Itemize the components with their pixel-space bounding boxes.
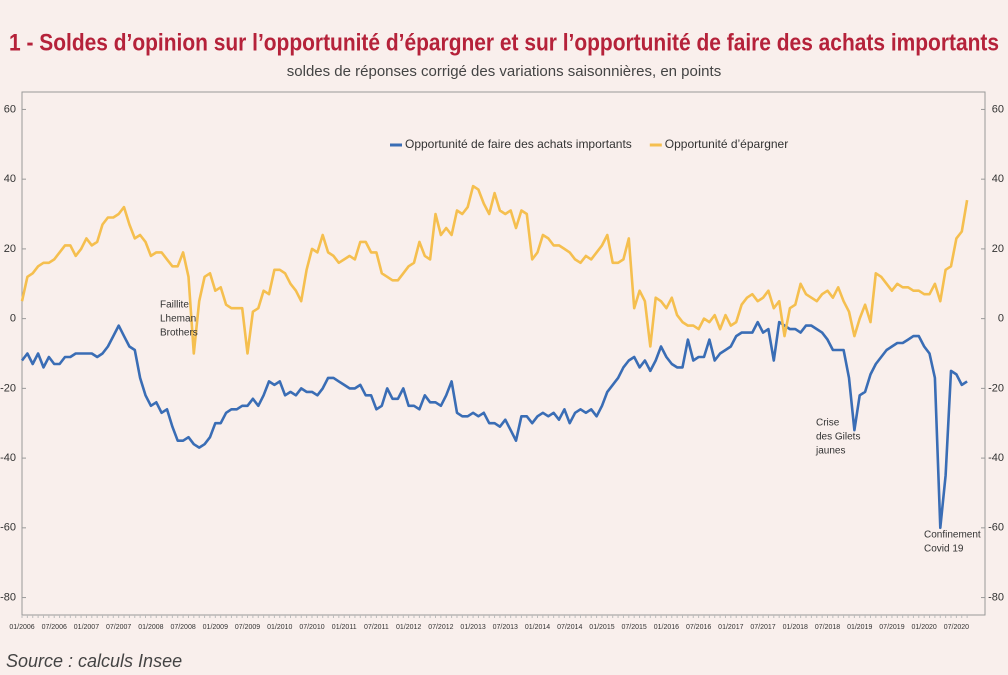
x-tick-label: 07/2009 xyxy=(235,624,260,631)
annotation: Confinement xyxy=(924,530,981,541)
x-tick-label: 01/2010 xyxy=(267,624,292,631)
annotation: jaunes xyxy=(815,446,845,457)
y2-tick-label: -60 xyxy=(988,522,1004,534)
annotation: Faillite xyxy=(160,300,189,311)
x-tick-label: 07/2017 xyxy=(750,624,775,631)
annotation: Lheman xyxy=(160,314,196,325)
annotation: Covid 19 xyxy=(924,544,964,555)
y-tick-label: 60 xyxy=(4,103,16,115)
x-tick-label: 07/2013 xyxy=(493,624,518,631)
x-tick-label: 01/2020 xyxy=(912,624,937,631)
y2-tick-label: 60 xyxy=(992,103,1004,115)
y2-tick-label: 0 xyxy=(998,313,1004,325)
series-line xyxy=(20,320,968,530)
annotation: Brothers xyxy=(160,328,198,339)
chart-subtitle: soldes de réponses corrigé des variation… xyxy=(287,63,721,80)
x-tick-label: 07/2008 xyxy=(170,624,195,631)
x-tick-label: 07/2015 xyxy=(622,624,647,631)
x-tick-label: 01/2013 xyxy=(460,624,485,631)
chart-title: 1 - Soldes d’opinion sur l’opportunité d… xyxy=(9,29,999,56)
annotation: des Gilets xyxy=(816,432,860,443)
x-tick-label: 01/2017 xyxy=(718,624,743,631)
x-tick-label: 07/2012 xyxy=(428,624,453,631)
x-tick-label: 07/2010 xyxy=(299,624,324,631)
annotation: Crise xyxy=(816,418,840,429)
x-tick-label: 07/2020 xyxy=(944,624,969,631)
y-tick-label: -20 xyxy=(0,382,16,394)
y2-tick-label: -40 xyxy=(988,452,1004,464)
x-tick-label: 01/2008 xyxy=(138,624,163,631)
x-tick-label: 01/2014 xyxy=(525,624,550,631)
x-tick-label: 01/2015 xyxy=(589,624,614,631)
y-tick-label: 0 xyxy=(10,313,16,325)
y2-tick-label: 20 xyxy=(992,243,1004,255)
x-tick-label: 01/2009 xyxy=(203,624,228,631)
x-tick-label: 07/2018 xyxy=(815,624,840,631)
legend-label: Opportunité d’épargner xyxy=(665,137,788,151)
y-tick-label: -60 xyxy=(0,522,16,534)
x-tick-label: 01/2006 xyxy=(9,624,34,631)
x-tick-label: 07/2011 xyxy=(364,624,389,631)
x-tick-label: 01/2007 xyxy=(74,624,99,631)
x-tick-label: 07/2019 xyxy=(879,624,904,631)
x-tick-label: 01/2016 xyxy=(654,624,679,631)
x-tick-label: 01/2012 xyxy=(396,624,421,631)
y-tick-label: 40 xyxy=(4,173,16,185)
legend-label: Opportunité de faire des achats importan… xyxy=(405,137,632,151)
y-tick-label: -40 xyxy=(0,452,16,464)
x-tick-label: 07/2016 xyxy=(686,624,711,631)
y2-tick-label: -20 xyxy=(988,382,1004,394)
y2-tick-label: -80 xyxy=(988,591,1004,603)
source: Source : calculs Insee xyxy=(6,651,182,671)
x-tick-label: 01/2018 xyxy=(783,624,808,631)
x-tick-label: 07/2006 xyxy=(42,624,67,631)
y-tick-label: 20 xyxy=(4,243,16,255)
x-tick-label: 07/2007 xyxy=(106,624,131,631)
plot-frame xyxy=(21,91,986,616)
y2-tick-label: 40 xyxy=(992,173,1004,185)
x-tick-label: 07/2014 xyxy=(557,624,582,631)
x-tick-label: 01/2019 xyxy=(847,624,872,631)
series-line xyxy=(20,184,969,355)
y-tick-label: -80 xyxy=(0,591,16,603)
x-tick-label: 01/2011 xyxy=(332,624,357,631)
